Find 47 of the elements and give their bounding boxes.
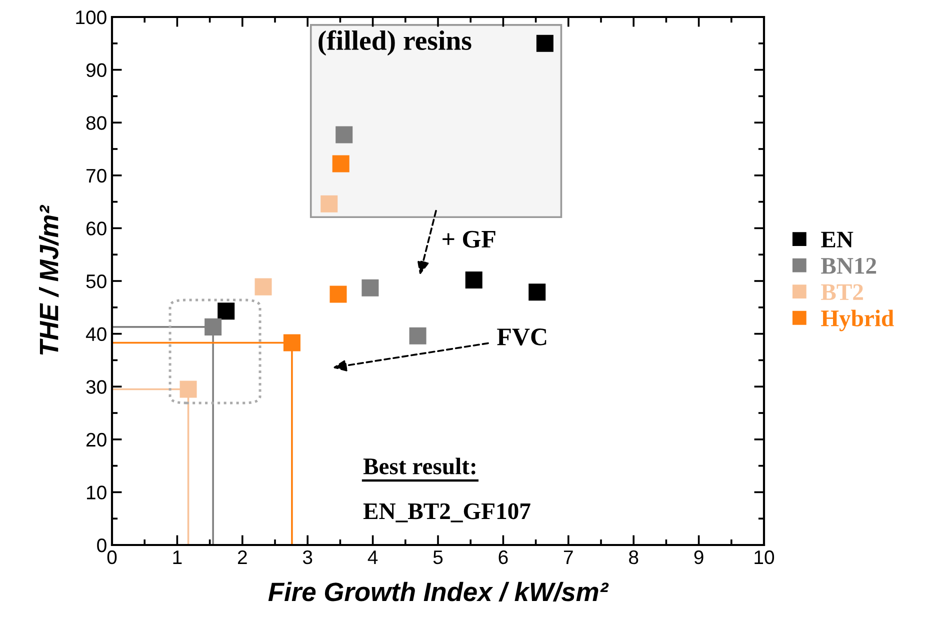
point [409, 327, 426, 344]
annotation: (filled) resins [318, 30, 472, 56]
x-tick-label: 6 [498, 550, 508, 564]
x-tick-label: 10 [754, 550, 774, 564]
y-tick-label: 70 [86, 168, 106, 183]
y-tick-label: 30 [86, 380, 106, 394]
legend-label: EN [821, 232, 854, 248]
y-tick-label: 40 [86, 327, 106, 342]
point [330, 286, 347, 303]
point [362, 279, 379, 296]
x-tick-label: 0 [107, 550, 117, 564]
y-tick-label: 10 [86, 486, 106, 500]
point [465, 271, 482, 288]
x-tick-label: 7 [564, 550, 573, 564]
legend-label: BN12 [821, 258, 876, 274]
y-tick-label: 80 [86, 116, 106, 130]
x-tick-label: 2 [238, 550, 247, 564]
y-tick-label: 20 [86, 432, 106, 447]
annotation: Best result: [363, 458, 476, 474]
point [332, 155, 350, 172]
y-tick-label: 0 [97, 538, 106, 552]
x-tick-label: 1 [173, 550, 182, 564]
point [336, 126, 353, 144]
x-tick-label: 3 [302, 550, 312, 564]
annotation: + GF [442, 230, 496, 248]
annotation: EN_BT2_GF107 [363, 503, 530, 522]
point [254, 278, 272, 296]
legend-label: Hybrid [821, 310, 894, 332]
point [320, 195, 338, 212]
point [218, 302, 235, 320]
x-tick-label: 4 [368, 550, 378, 564]
point [204, 318, 222, 336]
annotation: FVC [497, 328, 546, 346]
y-tick-label: 90 [86, 63, 106, 78]
y-axis-title: THE / MJ/m² [38, 204, 59, 355]
y-tick-label: 60 [86, 222, 106, 236]
point [536, 34, 554, 52]
point [528, 284, 546, 301]
x-axis-title: Fire Growth Index / kW/sm² [268, 582, 609, 602]
legend-label: BT2 [821, 284, 863, 300]
x-tick-label: 5 [433, 550, 443, 564]
point [283, 334, 300, 352]
y-tick-label: 50 [86, 274, 106, 288]
point [180, 380, 197, 398]
y-tick-label: 100 [76, 10, 106, 24]
x-tick-label: 8 [629, 550, 638, 564]
x-tick-label: 9 [694, 550, 704, 564]
